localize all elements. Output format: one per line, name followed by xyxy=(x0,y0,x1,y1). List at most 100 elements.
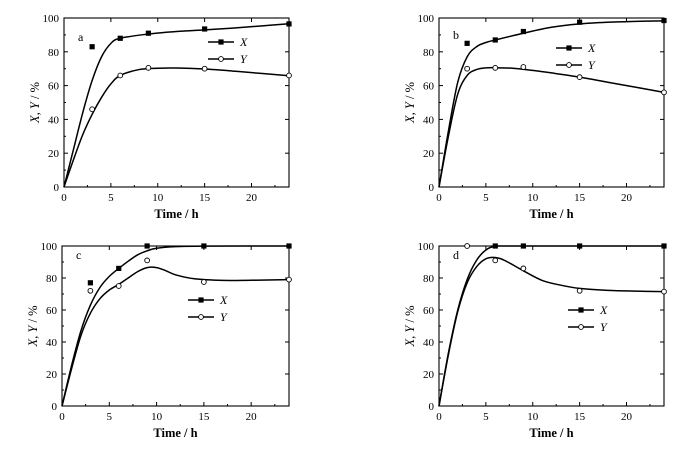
y-axis-title-part: X xyxy=(28,114,42,124)
y-axis-title: X, Y / % xyxy=(403,82,417,124)
data-point-Y xyxy=(117,72,124,79)
data-point-Y xyxy=(464,243,470,249)
y-tick-label: 40 xyxy=(423,114,435,126)
y-axis-title-part: , xyxy=(403,109,417,115)
y-tick-label: 40 xyxy=(423,337,435,349)
data-point-Y xyxy=(144,257,150,264)
y-tick-label: 100 xyxy=(41,241,58,253)
x-tick-label: 20 xyxy=(246,192,258,204)
data-point-X xyxy=(116,265,122,271)
y-tick-label: 20 xyxy=(423,369,435,381)
y-tick-label: 0 xyxy=(429,401,435,413)
data-point-X xyxy=(492,37,498,43)
y-tick-label: 0 xyxy=(54,182,60,194)
legend-label: Y xyxy=(240,52,248,66)
legend-entry-Y: Y xyxy=(208,52,248,66)
legend-label: Y xyxy=(600,320,608,334)
y-axis-title-part: X xyxy=(403,337,417,347)
data-point-X xyxy=(577,243,583,249)
x-tick-label: 10 xyxy=(152,192,164,204)
y-axis-title: X, Y / % xyxy=(28,82,42,124)
y-axis-title-part: X xyxy=(26,337,40,347)
data-point-Y xyxy=(87,287,94,294)
data-point-X xyxy=(144,243,150,249)
data-point-Y xyxy=(520,265,527,272)
series-line-Y xyxy=(63,67,290,188)
legend-entry-X: X xyxy=(188,293,228,307)
legend-marker xyxy=(578,324,584,330)
y-axis-title-part: , xyxy=(403,333,417,339)
y-tick-label: 80 xyxy=(423,273,435,285)
legend-marker xyxy=(578,307,584,313)
legend-marker xyxy=(566,45,572,51)
data-point-X xyxy=(577,19,583,25)
data-point-Y xyxy=(286,276,292,283)
series-Y xyxy=(438,64,667,188)
legend-entry-X: X xyxy=(568,303,608,317)
x-tick-label: 10 xyxy=(527,192,539,204)
data-point-X xyxy=(117,35,123,41)
series-X xyxy=(63,21,292,188)
data-point-X xyxy=(89,44,95,50)
data-point-Y xyxy=(286,72,292,79)
series-Y xyxy=(63,65,292,188)
y-tick-label: 0 xyxy=(429,182,435,194)
legend-label: X xyxy=(599,303,608,317)
y-tick-label: 20 xyxy=(46,369,58,381)
y-tick-label: 40 xyxy=(46,337,58,349)
series-Y xyxy=(61,257,292,407)
y-axis-title: X, Y / % xyxy=(26,306,40,348)
data-point-X xyxy=(286,243,292,249)
x-tick-label: 0 xyxy=(61,192,67,204)
x-tick-label: 15 xyxy=(199,192,211,204)
legend-label: X xyxy=(587,41,596,55)
legend-entry-Y: Y xyxy=(556,58,596,72)
legend-label: Y xyxy=(220,310,228,324)
plot-frame xyxy=(438,245,665,407)
data-point-X xyxy=(286,21,292,27)
series-line-X xyxy=(438,245,665,407)
series-line-Y xyxy=(61,266,290,407)
y-tick-label: 60 xyxy=(423,81,435,93)
x-tick-label: 5 xyxy=(107,411,113,423)
data-point-X xyxy=(87,280,93,286)
data-point-Y xyxy=(576,74,583,81)
x-tick-label: 20 xyxy=(621,192,633,204)
x-axis-title: Time / h xyxy=(154,207,198,221)
y-axis-title-part: X xyxy=(403,114,417,124)
legend-entry-X: X xyxy=(208,35,248,49)
data-point-X xyxy=(145,30,151,36)
series-line-X xyxy=(438,20,665,188)
series-Y xyxy=(438,243,667,407)
y-axis-title-part: , xyxy=(28,109,42,115)
series-line-Y xyxy=(438,66,665,188)
legend-marker xyxy=(218,56,224,62)
x-tick-label: 20 xyxy=(621,411,633,423)
panel-letter: c xyxy=(76,248,81,262)
legend-entry-Y: Y xyxy=(188,310,228,324)
y-tick-label: 20 xyxy=(48,148,60,160)
x-tick-label: 0 xyxy=(59,411,65,423)
legend-entry-X: X xyxy=(556,41,596,55)
data-point-Y xyxy=(576,287,583,294)
plot-frame xyxy=(438,17,665,188)
x-tick-label: 5 xyxy=(108,192,114,204)
legend-marker xyxy=(198,314,204,320)
x-tick-label: 15 xyxy=(574,411,586,423)
data-point-Y xyxy=(492,65,499,71)
y-tick-label: 100 xyxy=(418,241,435,253)
series-X xyxy=(61,243,292,407)
y-tick-label: 60 xyxy=(423,305,435,317)
y-axis-title: X, Y / % xyxy=(403,306,417,348)
data-point-Y xyxy=(115,283,122,289)
data-point-Y xyxy=(661,89,667,96)
y-tick-label: 80 xyxy=(48,47,60,59)
y-tick-label: 100 xyxy=(418,13,435,25)
legend-marker xyxy=(218,39,224,45)
data-point-X xyxy=(201,243,207,249)
